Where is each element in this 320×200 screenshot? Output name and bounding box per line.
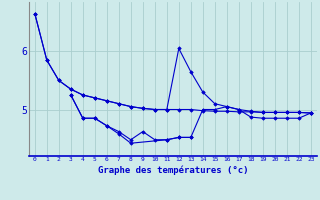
- X-axis label: Graphe des températures (°c): Graphe des températures (°c): [98, 165, 248, 175]
